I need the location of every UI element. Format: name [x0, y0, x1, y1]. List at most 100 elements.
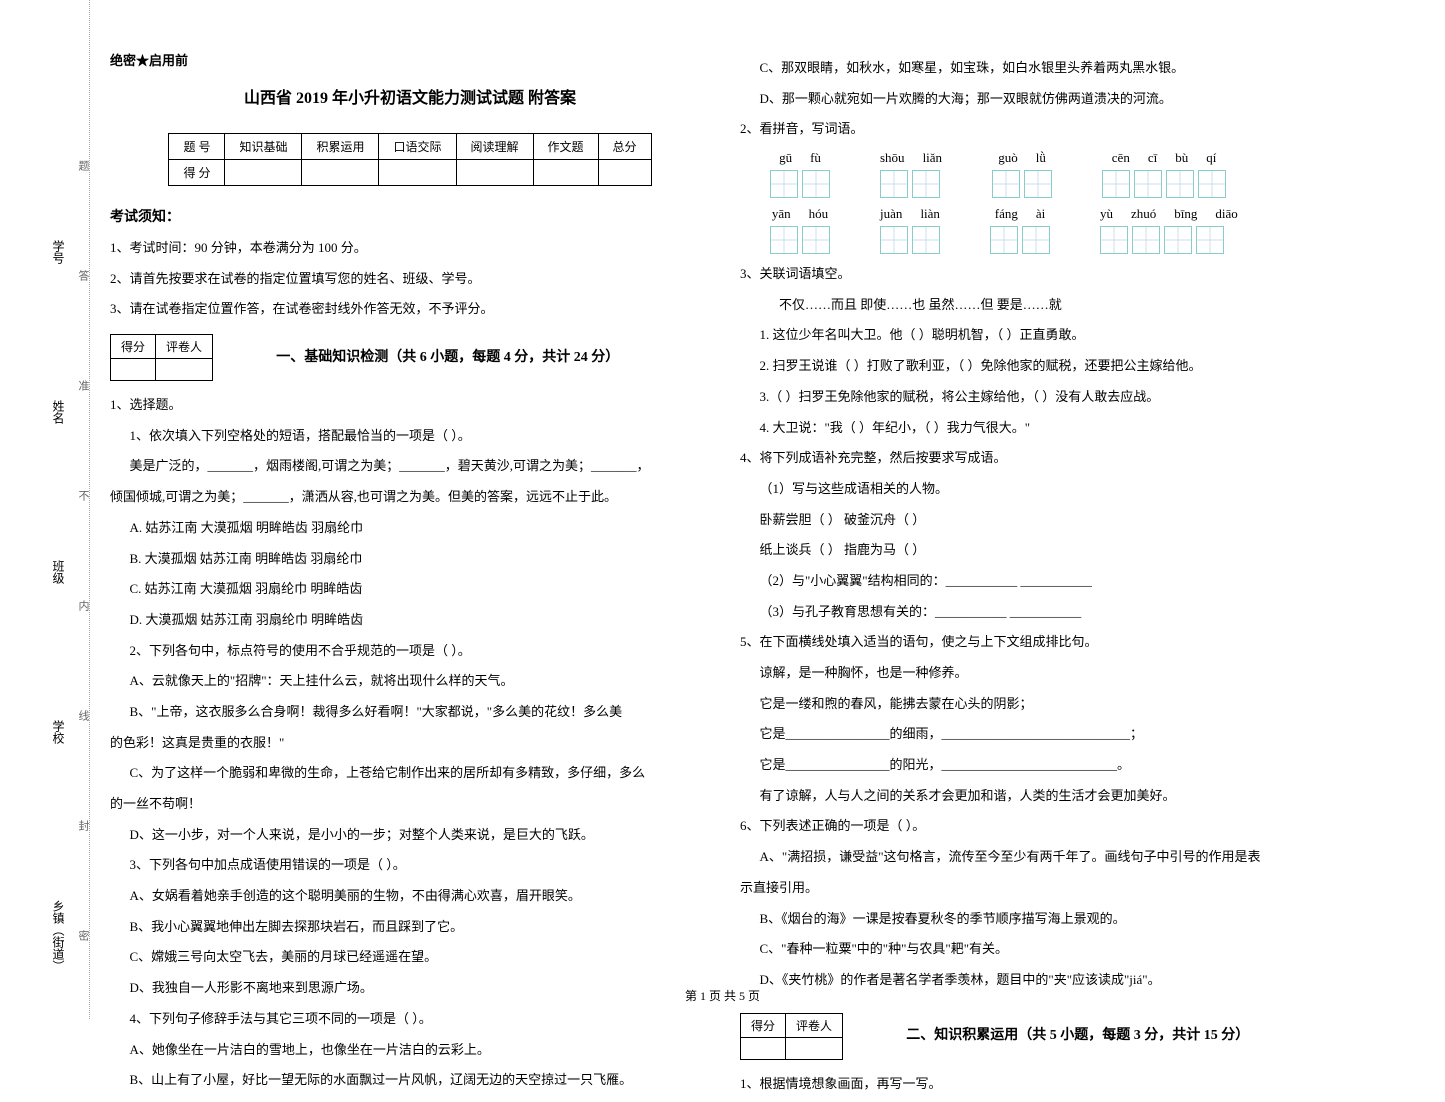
tianzi-cell[interactable] — [1100, 226, 1128, 254]
marker-cell: 评卷人 — [156, 335, 213, 359]
score-header: 积累运用 — [302, 134, 379, 160]
tianzi-cell[interactable] — [802, 226, 830, 254]
q5-line: 它是________________的细雨，__________________… — [740, 722, 1360, 747]
score-header: 总分 — [598, 134, 651, 160]
tianzi-cell[interactable] — [1102, 170, 1130, 198]
tianzi-cell[interactable] — [802, 170, 830, 198]
pinyin-text: fángài — [990, 206, 1050, 222]
score-table: 题 号 知识基础 积累运用 口语交际 阅读理解 作文题 总分 得 分 — [168, 133, 651, 186]
pinyin-text: shōuliǎn — [880, 150, 942, 166]
q5-line: 谅解，是一种胸怀，也是一种修养。 — [740, 661, 1360, 686]
side-label: 班级 — [50, 560, 67, 584]
q1-s3: A、女娲看着她亲手创造的这个聪明美丽的生物，不由得满心欢喜，眉开眼笑。 — [110, 884, 710, 909]
tianzi-cell[interactable] — [1164, 226, 1192, 254]
pinyin-text: cēncībùqí — [1102, 150, 1226, 166]
q3-line: 1. 这位少年名叫大卫。他（ ）聪明机智，（ ）正直勇敢。 — [740, 323, 1360, 348]
notice-heading: 考试须知： — [110, 206, 710, 226]
tianzi-cell[interactable] — [1024, 170, 1052, 198]
pinyin-row2: yānhóu juànliàn fángài yùzhuóbīngdiāo — [740, 206, 1360, 254]
seal-char: 内 — [75, 600, 91, 611]
pinyin-text: gūfù — [770, 150, 830, 166]
q4-p1: （1）写与这些成语相关的人物。 — [740, 477, 1360, 502]
marker-cell: 得分 — [741, 1013, 786, 1037]
tianzi-cell[interactable] — [990, 226, 1018, 254]
pinyin-group: cēncībùqí — [1102, 150, 1226, 198]
q1-sub2: 2、下列各句中，标点符号的使用不合乎规范的一项是（ ）。 — [110, 639, 710, 664]
notice-item: 3、请在试卷指定位置作答，在试卷密封线外作答无效，不予评分。 — [110, 297, 710, 322]
pinyin-group: gūfù — [770, 150, 830, 198]
section-header-row: 得分评卷人 一、基础知识检测（共 6 小题，每题 4 分，共计 24 分） — [110, 334, 710, 381]
score-header: 阅读理解 — [456, 134, 533, 160]
q1-s2b2: 的色彩！这真是贵重的衣服！" — [110, 731, 710, 756]
q1-opt: C. 姑苏江南 大漠孤烟 羽扇纶巾 明眸皓齿 — [110, 577, 710, 602]
side-label: 学校 — [50, 720, 67, 744]
q3-hint: 不仅……而且 即使……也 虽然……但 要是……就 — [740, 293, 1360, 318]
q4-p3: （3）与孔子教育思想有关的：___________ ___________ — [740, 600, 1360, 625]
q1-s2c: C、为了这样一个脆弱和卑微的生命，上苍给它制作出来的居所却有多精致，多仔细，多么 — [110, 761, 710, 786]
section2-header-row: 得分评卷人 二、知识积累运用（共 5 小题，每题 3 分，共计 15 分） — [740, 1013, 1360, 1060]
tianzi-cell[interactable] — [912, 226, 940, 254]
tianzi-cell[interactable] — [1166, 170, 1194, 198]
section2-title: 二、知识积累运用（共 5 小题，每题 3 分，共计 15 分） — [906, 1024, 1249, 1044]
pinyin-group: juànliàn — [880, 206, 940, 254]
tianzi-cell[interactable] — [1022, 226, 1050, 254]
seal-char: 不 — [75, 490, 91, 501]
q6-opt: B、《烟台的海》一课是按春夏秋冬的季节顺序描写海上景观的。 — [740, 907, 1360, 932]
q1-body2: 倾国倾城,可谓之为美；_______，潇洒从容,也可谓之为美。但美的答案，远远不… — [110, 485, 710, 510]
q6-opt: C、"春种一粒粟"中的"种"与农具"耙"有关。 — [740, 937, 1360, 962]
q1-body: 美是广泛的，_______，烟雨楼阁,可谓之为美；_______，碧天黄沙,可谓… — [110, 454, 710, 479]
q1-s4d: D、那一颗心就宛如一片欢腾的大海；那一双眼就仿佛两道溃决的河流。 — [740, 87, 1360, 112]
section1-title: 一、基础知识检测（共 6 小题，每题 4 分，共计 24 分） — [276, 346, 619, 366]
q1-s4c: C、那双眼睛，如秋水，如寒星，如宝珠，如白水银里头养着两丸黑水银。 — [740, 56, 1360, 81]
s2-q1: 1、根据情境想象画面，再写一写。 — [740, 1072, 1360, 1097]
q1-sub4: 4、下列句子修辞手法与其它三项不同的一项是（ ）。 — [110, 1007, 710, 1032]
tianzi-row — [992, 170, 1052, 198]
column-right: C、那双眼睛，如秋水，如寒星，如宝珠，如白水银里头养着两丸黑水银。 D、那一颗心… — [740, 50, 1360, 1102]
seal-char: 准 — [75, 380, 91, 391]
pinyin-text: yùzhuóbīngdiāo — [1100, 206, 1238, 222]
tianzi-cell[interactable] — [770, 170, 798, 198]
q1-opt: B. 大漠孤烟 姑苏江南 明眸皓齿 羽扇纶巾 — [110, 547, 710, 572]
q3-line: 2. 扫罗王说谁（ ）打败了歌利亚，（ ）免除他家的赋税，还要把公主嫁给他。 — [740, 354, 1360, 379]
tianzi-cell[interactable] — [880, 170, 908, 198]
notice-item: 2、请首先按要求在试卷的指定位置填写您的姓名、班级、学号。 — [110, 267, 710, 292]
tianzi-cell[interactable] — [1134, 170, 1162, 198]
q4-row: 纸上谈兵（ ） 指鹿为马（ ） — [740, 538, 1360, 563]
seal-char: 答 — [75, 270, 91, 281]
seal-char: 线 — [75, 710, 91, 721]
q4-p2: （2）与"小心翼翼"结构相同的：___________ ___________ — [740, 569, 1360, 594]
tianzi-cell[interactable] — [912, 170, 940, 198]
tianzi-row — [770, 170, 830, 198]
pinyin-row1: gūfù shōuliǎn guòlǜ cēncībùqí — [740, 150, 1360, 198]
score-header: 口语交际 — [379, 134, 456, 160]
q3-line: 4. 大卫说："我（ ）年纪小，（ ）我力气很大。" — [740, 416, 1360, 441]
q5-stem: 5、在下面横线处填入适当的语句，使之与上下文组成排比句。 — [740, 630, 1360, 655]
q1-sub3: 3、下列各句中加点成语使用错误的一项是（ ）。 — [110, 853, 710, 878]
q5-line: 有了谅解，人与人之间的关系才会更加和谐，人类的生活才会更加美好。 — [740, 784, 1360, 809]
score-header: 题 号 — [169, 134, 225, 160]
tianzi-cell[interactable] — [880, 226, 908, 254]
q2-stem: 2、看拼音，写词语。 — [740, 117, 1360, 142]
q4-stem: 4、将下列成语补充完整，然后按要求写成语。 — [740, 446, 1360, 471]
tianzi-row — [1102, 170, 1226, 198]
side-label: 乡镇（街道） — [50, 900, 67, 972]
tianzi-row — [880, 170, 942, 198]
tianzi-row — [1100, 226, 1238, 254]
tianzi-cell[interactable] — [770, 226, 798, 254]
tianzi-cell[interactable] — [1196, 226, 1224, 254]
q1-s2b: B、"上帝，这衣服多么合身啊！裁得多么好看啊！"大家都说，"多么美的花纹！多么美 — [110, 700, 710, 725]
seal-char: 题 — [75, 160, 91, 171]
pinyin-text: yānhóu — [770, 206, 830, 222]
tianzi-row — [880, 226, 940, 254]
tianzi-cell[interactable] — [1198, 170, 1226, 198]
q6-a: A、"满招损，谦受益"这句格言，流传至今至少有两千年了。画线句子中引号的作用是表 — [740, 845, 1360, 870]
pinyin-group: fángài — [990, 206, 1050, 254]
pinyin-group: guòlǜ — [992, 150, 1052, 198]
tianzi-row — [990, 226, 1050, 254]
q5-line: 它是________________的阳光，__________________… — [740, 753, 1360, 778]
tianzi-cell[interactable] — [992, 170, 1020, 198]
tianzi-cell[interactable] — [1132, 226, 1160, 254]
q1-s4: A、她像坐在一片洁白的雪地上，也像坐在一片洁白的云彩上。 — [110, 1038, 710, 1063]
q1-s2c2: 的一丝不苟啊！ — [110, 792, 710, 817]
pinyin-group: yānhóu — [770, 206, 830, 254]
